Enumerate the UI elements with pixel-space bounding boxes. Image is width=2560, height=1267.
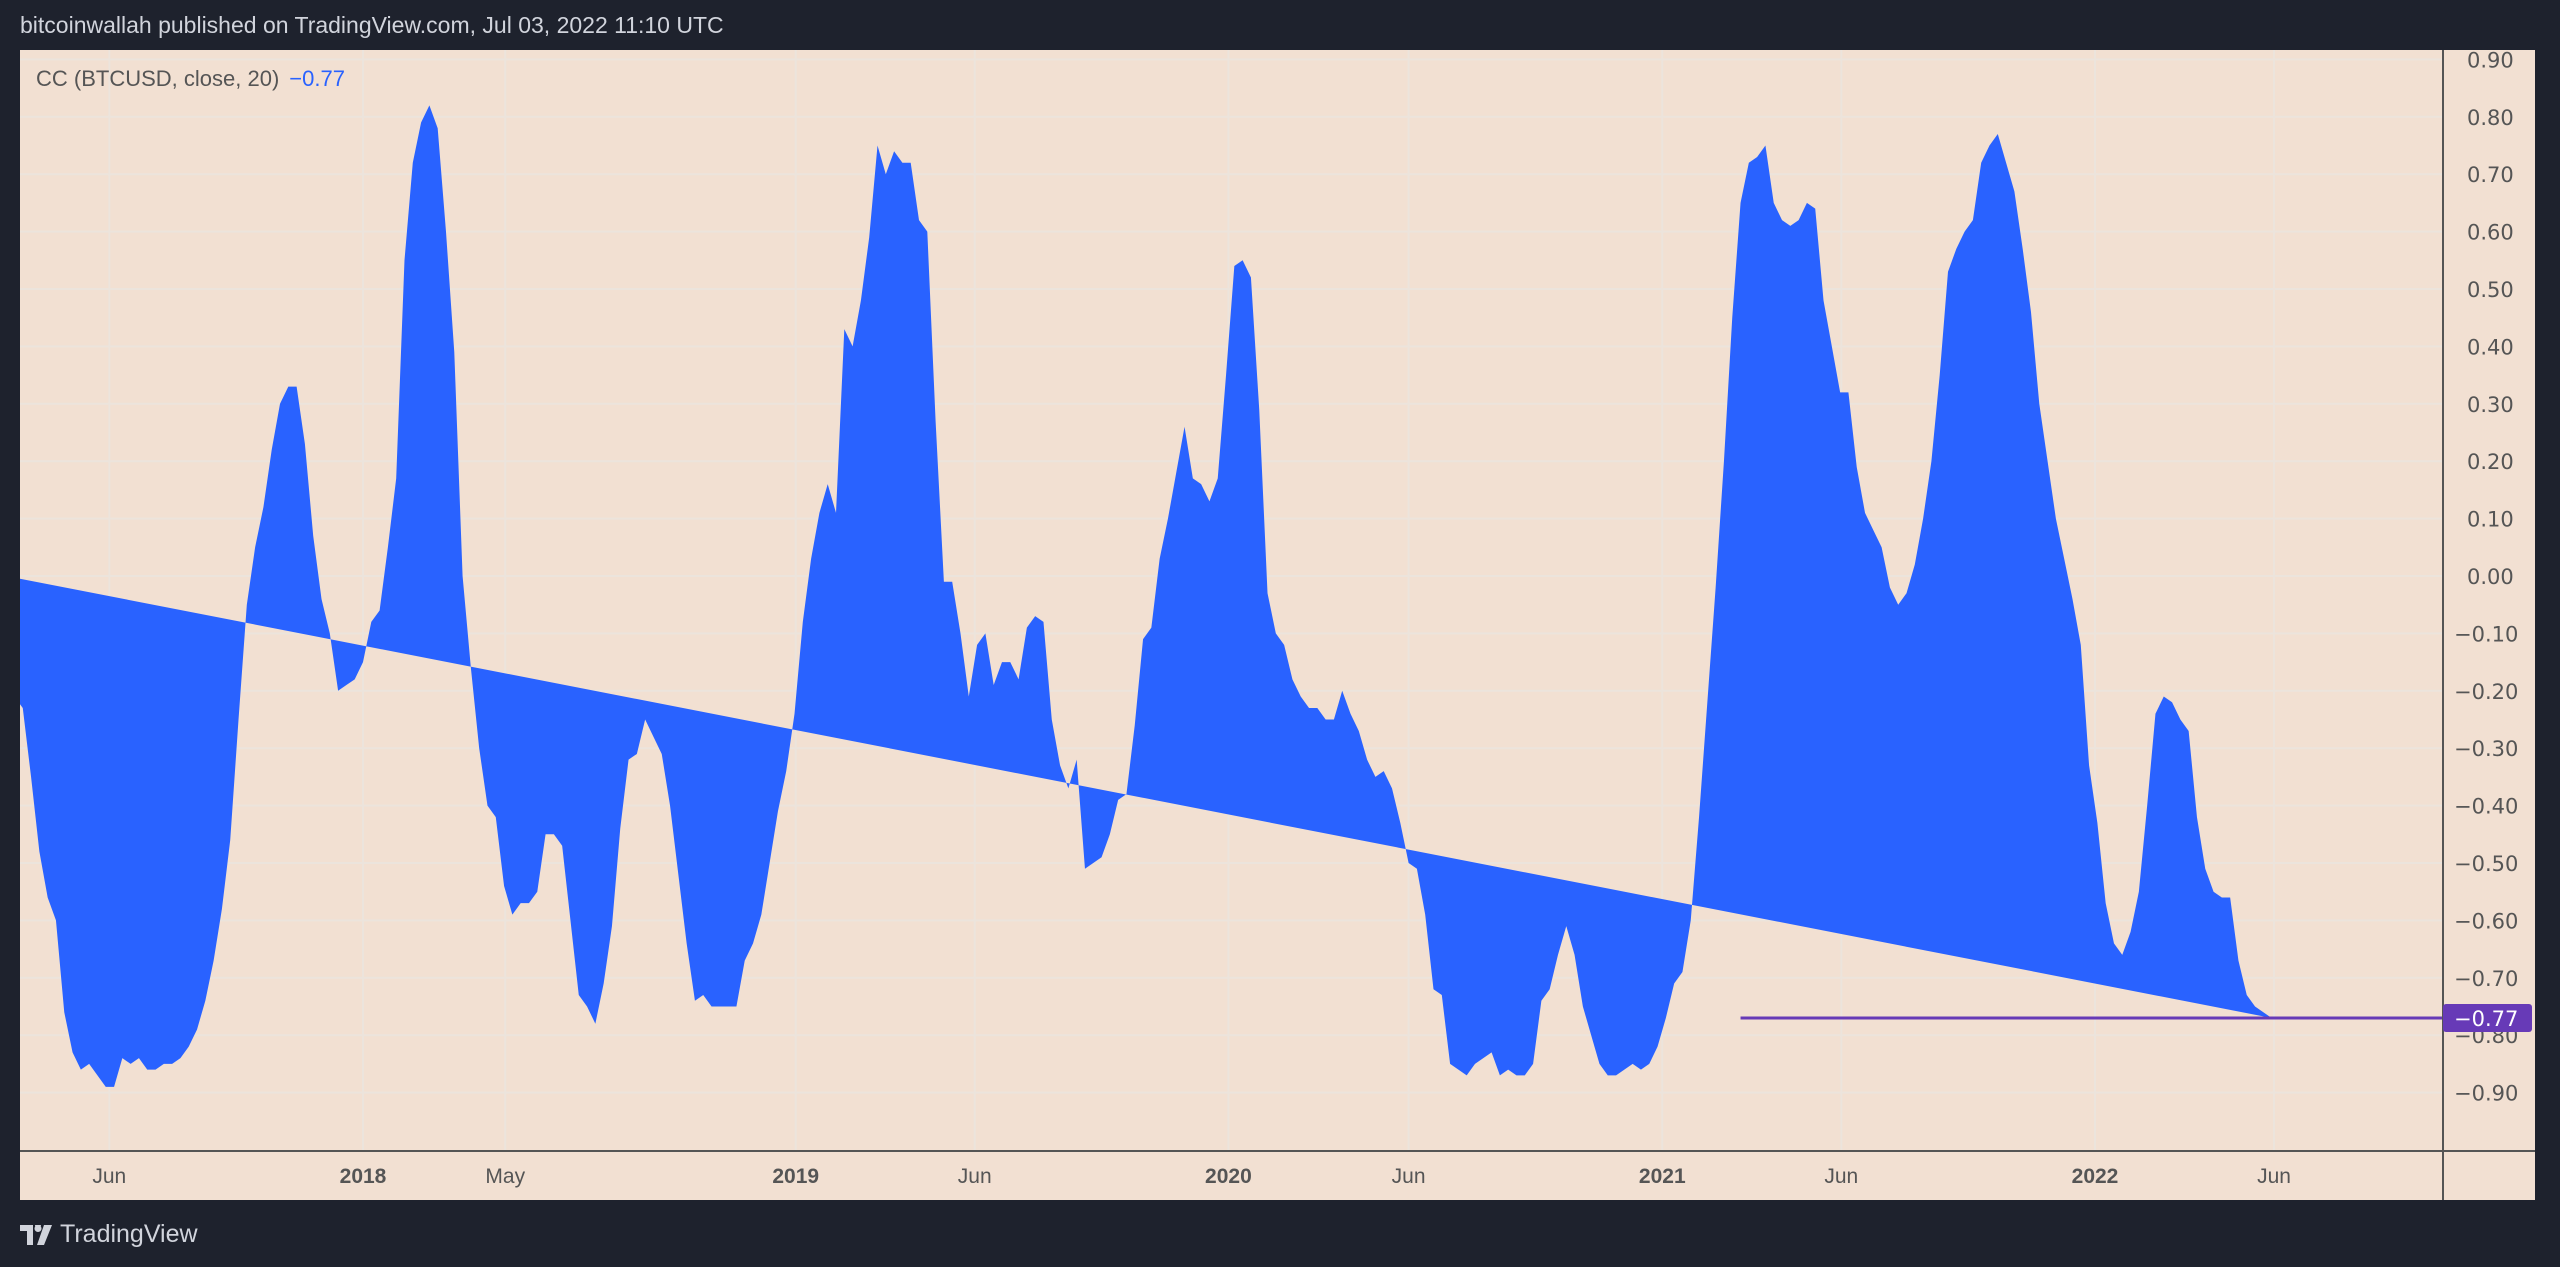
chart[interactable]: 0.90 0.80 0.70 0.60 0.50 0.40 0.30 0.20 0.10 0.00… (20, 50, 2535, 1200)
price-axis-label: −0.90 (2454, 1082, 2518, 1106)
indicator-name[interactable]: CC (BTCUSD, close, 20) (36, 66, 280, 91)
time-axis-label: Jun (2257, 1165, 2291, 1188)
price-axis-label: −0.70 (2454, 967, 2518, 991)
time-axis-label: 2022 (2072, 1165, 2119, 1188)
time-axis-label: 2021 (1639, 1165, 1686, 1188)
price-axis-label: 0.10 (2467, 508, 2514, 532)
time-axis-label: Jun (92, 1165, 126, 1188)
chart-frame: 0.90 0.80 0.70 0.60 0.50 0.40 0.30 0.20 0.10 0.00… (20, 50, 2535, 1200)
price-axis-label: −0.30 (2454, 737, 2518, 761)
cc-area-series (20, 105, 2272, 1087)
time-axis-label: 2020 (1205, 1165, 1252, 1188)
last-value-label: −0.77 (2454, 1007, 2518, 1031)
price-axis-label: 0.50 (2467, 278, 2514, 302)
footer-brand: TradingView (20, 1220, 198, 1249)
time-axis-label: 2019 (772, 1165, 819, 1188)
price-axis-label: 0.00 (2467, 565, 2514, 589)
time-axis-label: Jun (958, 1165, 992, 1188)
price-axis-label: 0.70 (2467, 163, 2514, 187)
tradingview-logo-icon (20, 1224, 52, 1245)
indicator-value: −0.77 (289, 66, 345, 91)
time-axis-label: Jun (1392, 1165, 1426, 1188)
price-axis-label: 0.20 (2467, 450, 2514, 474)
price-axis-label: −0.40 (2454, 795, 2518, 819)
brand-name: TradingView (60, 1220, 198, 1248)
price-axis-label: 0.80 (2467, 106, 2514, 130)
time-axis-label: 2018 (340, 1165, 387, 1188)
indicator-legend: CC (BTCUSD, close, 20) −0.77 (36, 66, 345, 92)
time-axis-label: Jun (1824, 1165, 1858, 1188)
price-axis-label: −0.10 (2454, 622, 2518, 646)
price-axis-label: −0.50 (2454, 852, 2518, 876)
publisher-caption: bitcoinwallah published on TradingView.c… (20, 12, 724, 38)
time-axis-label: May (485, 1165, 525, 1188)
price-axis-label: 0.30 (2467, 393, 2514, 417)
last-value-badge (2443, 1003, 2532, 1032)
price-axis-label: −0.60 (2454, 909, 2518, 933)
price-axis-label: 0.40 (2467, 335, 2514, 359)
price-axis-label: 0.90 (2467, 50, 2514, 72)
price-axis-label: 0.60 (2467, 221, 2514, 245)
price-axis-label: −0.20 (2454, 680, 2518, 704)
